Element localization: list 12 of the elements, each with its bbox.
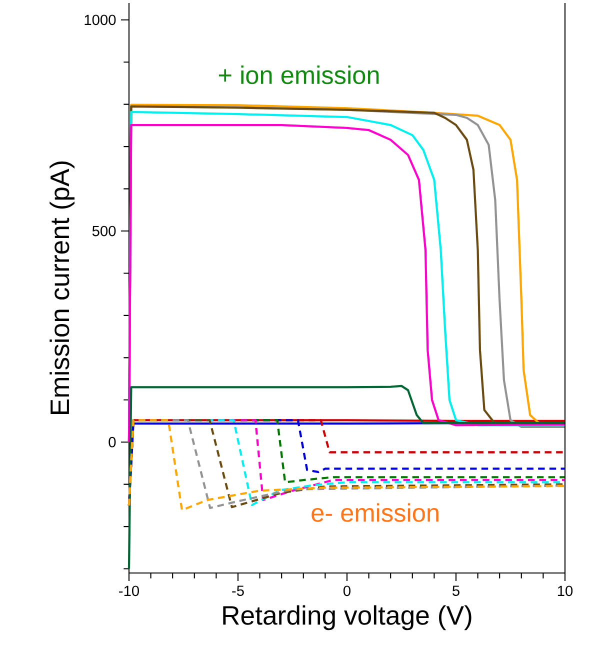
x-axis-title: Retarding voltage (V) xyxy=(223,605,472,630)
x-tick-label: -10 xyxy=(119,586,140,596)
y-axis-title: Emission current (pA) xyxy=(50,162,75,414)
annotation: + ion emission xyxy=(218,66,379,84)
annotation: e- emission xyxy=(312,503,438,522)
y-tick-label: 500 xyxy=(92,226,116,236)
x-tick-label: 10 xyxy=(558,586,573,596)
x-tick-label: 5 xyxy=(452,586,460,596)
y-tick-label: 1000 xyxy=(84,14,116,26)
x-tick-label: -5 xyxy=(232,586,244,596)
x-tick-label: 0 xyxy=(343,586,350,596)
y-tick-label: 0 xyxy=(108,436,116,448)
